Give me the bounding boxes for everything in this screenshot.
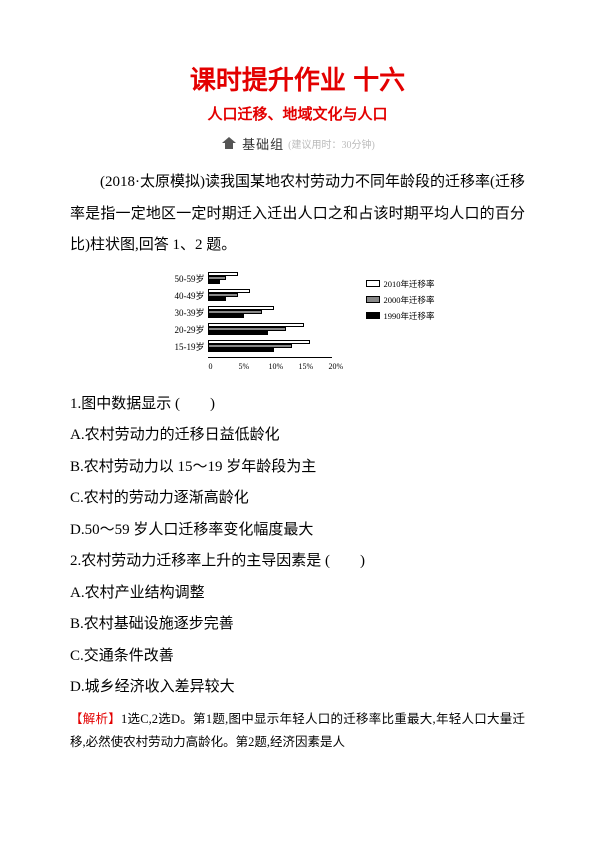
legend-item: 1990年迁移率	[366, 310, 434, 322]
answer-label: 【解析】	[70, 712, 121, 726]
q1-option-c: C.农村的劳动力逐渐高龄化	[70, 483, 525, 515]
chart-row: 50-59岁	[160, 272, 358, 285]
y-axis-label: 50-59岁	[160, 272, 204, 285]
q1-stem: 1.图中数据显示 ( )	[70, 389, 525, 421]
legend-label: 2000年迁移率	[383, 294, 434, 306]
bar	[208, 297, 226, 301]
section-band: 基础组 (建议用时：30分钟)	[70, 134, 525, 153]
answer-text: 1选C,2选D。第1题,图中显示年轻人口的迁移率比重最大,年轻人口大量迁移,必然…	[70, 712, 525, 750]
y-axis-label: 30-39岁	[160, 306, 204, 319]
band-note: (建议用时：30分钟)	[288, 136, 375, 151]
q1-option-d: D.50～59 岁人口迁移率变化幅度最大	[70, 515, 525, 547]
chart-row: 15-19岁	[160, 340, 358, 353]
band-label: 基础组	[242, 134, 284, 153]
legend-swatch	[366, 312, 380, 319]
chart-row: 20-29岁	[160, 323, 358, 336]
y-axis-label: 20-29岁	[160, 323, 204, 336]
legend-item: 2010年迁移率	[366, 278, 434, 290]
axis-line	[208, 357, 332, 358]
q2-option-b: B.农村基础设施逐步完善	[70, 609, 525, 641]
x-tick-label: 10%	[268, 362, 298, 371]
x-tick-label: 20%	[328, 362, 358, 371]
bar-group	[208, 323, 304, 335]
bar-group	[208, 340, 310, 352]
x-tick-label: 15%	[298, 362, 328, 371]
y-axis-label: 40-49岁	[160, 289, 204, 302]
main-title: 课时提升作业 十六	[70, 60, 525, 97]
legend-swatch	[366, 296, 380, 303]
bar	[208, 331, 268, 335]
sub-title: 人口迁移、地域文化与人口	[70, 103, 525, 124]
legend-label: 2010年迁移率	[383, 278, 434, 290]
bar	[208, 314, 244, 318]
x-tick-label: 0	[208, 362, 238, 371]
chart-legend: 2010年迁移率 2000年迁移率 1990年迁移率	[366, 278, 434, 322]
legend-item: 2000年迁移率	[366, 294, 434, 306]
q2-option-d: D.城乡经济收入差异较大	[70, 672, 525, 704]
chart-row: 40-49岁	[160, 289, 358, 302]
q2-option-c: C.交通条件改善	[70, 641, 525, 673]
bar-group	[208, 289, 250, 301]
intro-paragraph: (2018·太原模拟)读我国某地农村劳动力不同年龄段的迁移率(迁移率是指一定地区…	[70, 167, 525, 262]
q1-option-a: A.农村劳动力的迁移日益低龄化	[70, 420, 525, 452]
bar-chart: 50-59岁40-49岁30-39岁20-29岁15-19岁05%10%15%2…	[154, 268, 440, 375]
q2-option-a: A.农村产业结构调整	[70, 578, 525, 610]
q1-option-b: B.农村劳动力以 15～19 岁年龄段为主	[70, 452, 525, 484]
bar-group	[208, 306, 274, 318]
answer-block: 【解析】1选C,2选D。第1题,图中显示年轻人口的迁移率比重最大,年轻人口大量迁…	[70, 708, 525, 756]
worksheet-page: 课时提升作业 十六 人口迁移、地域文化与人口 基础组 (建议用时：30分钟) (…	[0, 0, 595, 842]
bar	[208, 280, 220, 284]
bar	[208, 348, 274, 352]
chart-plot-area: 50-59岁 40-49岁 30-39岁 20-29岁 15-19岁 05%10%15%2…	[160, 272, 358, 371]
bar-group	[208, 272, 238, 284]
q2-stem: 2.农村劳动力迁移率上升的主导因素是 ( )	[70, 546, 525, 578]
y-axis-label: 15-19岁	[160, 340, 204, 353]
x-axis	[160, 357, 358, 358]
x-tick-label: 5%	[238, 362, 268, 371]
chart-figure: 50-59岁40-49岁30-39岁20-29岁15-19岁05%10%15%2…	[70, 268, 525, 375]
x-tick-row: 05%10%15%20%	[208, 362, 358, 371]
legend-swatch	[366, 280, 380, 287]
legend-label: 1990年迁移率	[383, 310, 434, 322]
graduation-cap-icon	[220, 137, 238, 151]
chart-row: 30-39岁	[160, 306, 358, 319]
